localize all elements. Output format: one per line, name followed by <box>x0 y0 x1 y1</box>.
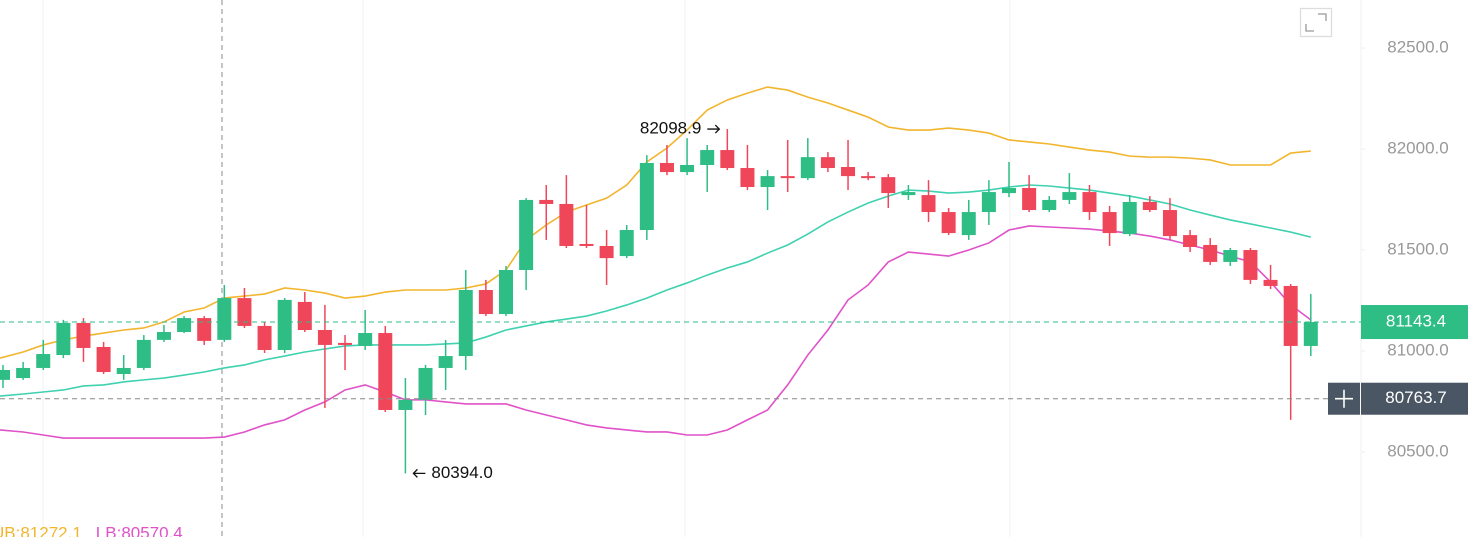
candle-body <box>418 367 433 400</box>
candle-body <box>277 299 292 350</box>
band-line <box>0 184 1311 397</box>
candle-body <box>881 177 896 194</box>
candle-body <box>1142 201 1157 211</box>
candle-body <box>760 176 775 188</box>
max-arrow <box>707 124 721 134</box>
candle-body <box>1002 188 1016 194</box>
candle-body <box>700 150 715 165</box>
candle-body <box>841 167 856 177</box>
candle-body <box>16 367 31 379</box>
candle-body <box>1263 279 1278 286</box>
candle-body <box>499 270 513 315</box>
candle-body <box>780 176 795 179</box>
candle-body <box>338 342 353 345</box>
candle-body <box>458 290 473 357</box>
candle-body <box>981 192 996 213</box>
candle-body <box>1102 212 1117 234</box>
candle-body <box>1062 192 1077 200</box>
candle-body <box>398 399 413 410</box>
min-arrow <box>412 468 426 478</box>
candle-body <box>1082 192 1097 213</box>
candle-body <box>861 176 876 179</box>
y-tick-label: 82500.0 <box>1387 38 1448 57</box>
candle-body <box>659 162 674 173</box>
candle-body <box>1223 250 1238 262</box>
candle-body <box>680 164 695 173</box>
y-tick-label: 80500.0 <box>1387 441 1448 460</box>
y-tick-label: 82000.0 <box>1387 139 1448 158</box>
candle-body <box>1162 210 1177 237</box>
candle-body <box>1243 250 1258 280</box>
candle-body <box>1042 199 1057 211</box>
band-legend: UB:81272.1 <box>0 523 82 537</box>
candle-body <box>961 212 976 236</box>
band-line <box>0 225 1312 439</box>
expand-frame[interactable] <box>1299 7 1333 38</box>
candle-body <box>800 157 815 179</box>
candle-body <box>539 199 554 204</box>
candle-body <box>921 195 936 213</box>
candle-body <box>0 369 10 380</box>
max-label: 82098.9 <box>640 119 701 138</box>
candle-body <box>217 298 232 340</box>
candle-body <box>1283 285 1298 346</box>
candle-body <box>56 322 71 356</box>
candle-body <box>820 157 835 169</box>
candle-body <box>941 212 956 234</box>
expand-icon[interactable] <box>1305 13 1327 32</box>
min-label: 80394.0 <box>431 463 492 482</box>
crosshair-add-icon[interactable] <box>1335 389 1353 408</box>
candle-body <box>1303 322 1318 346</box>
candle-body <box>1183 235 1198 247</box>
candle-body <box>720 150 735 169</box>
candle-body <box>96 346 111 373</box>
candle-body <box>156 332 171 340</box>
y-tick-label: 81500.0 <box>1387 240 1448 259</box>
candle-body <box>1122 201 1137 235</box>
crosshair-price-label: 80763.7 <box>1385 388 1446 407</box>
candle-body <box>257 325 272 350</box>
candle-body <box>297 301 312 330</box>
candle-body <box>599 245 614 259</box>
band-legend: LB:80570.4 <box>96 523 183 537</box>
candle-body <box>519 199 534 271</box>
candle-body <box>237 298 252 326</box>
v-grid <box>42 0 1362 537</box>
candle-body <box>358 333 373 346</box>
candle-body <box>579 243 594 246</box>
candle-body <box>1203 244 1218 262</box>
crosshair-price-box <box>1361 382 1468 415</box>
candle-body <box>619 230 634 257</box>
candle-body <box>136 339 151 368</box>
candle-body <box>478 290 493 315</box>
candle-body <box>639 162 654 231</box>
candle-body <box>177 318 192 333</box>
candle-body <box>378 333 393 410</box>
candle-body <box>76 322 91 348</box>
candle-body <box>116 367 131 375</box>
candle-body <box>36 354 51 368</box>
candle-body <box>559 203 574 246</box>
candle-body <box>317 329 332 345</box>
candle-body <box>1022 188 1037 211</box>
candle-body <box>197 318 212 341</box>
last-price-label: 81143.4 <box>1386 312 1446 331</box>
expand-button[interactable] <box>1299 7 1333 38</box>
candle-body <box>901 192 916 196</box>
candle-body <box>740 168 755 188</box>
candle-body <box>438 356 453 368</box>
y-tick-label: 81000.0 <box>1387 340 1448 359</box>
last-price-box <box>1361 305 1468 340</box>
